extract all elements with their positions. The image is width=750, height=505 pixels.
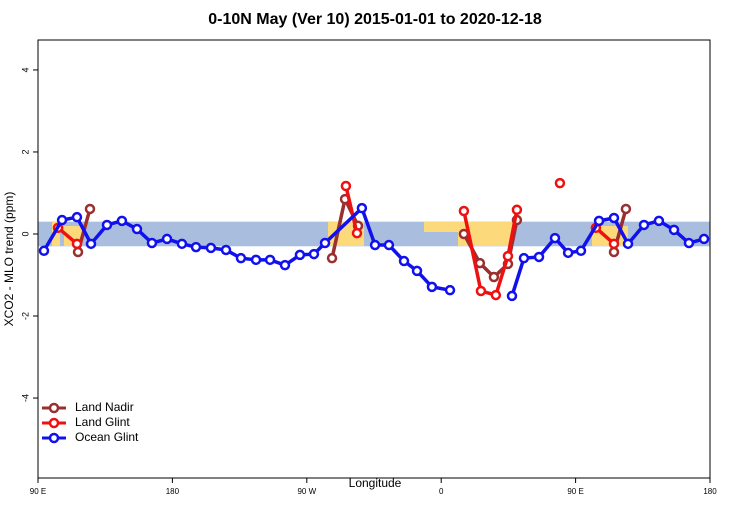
point [71, 211, 83, 223]
point [220, 244, 232, 256]
legend-label: Land Glint [75, 415, 130, 429]
point [84, 203, 96, 215]
x-tick-label: 90 E [30, 487, 46, 496]
point [235, 252, 247, 264]
point [340, 180, 352, 192]
y-tick-label: 0 [20, 231, 30, 236]
legend-marker [48, 417, 60, 429]
point [426, 281, 438, 293]
point [490, 289, 502, 301]
point [653, 215, 665, 227]
point [398, 255, 410, 267]
x-tick-label: 90 E [567, 487, 583, 496]
point [116, 215, 128, 227]
legend-marker [48, 432, 60, 444]
point [356, 202, 368, 214]
point [668, 224, 680, 236]
x-tick-label: 180 [703, 487, 717, 496]
point [608, 246, 620, 258]
point [131, 223, 143, 235]
y-axis-label: XCO2 - MLO trend (ppm) [2, 192, 16, 327]
chart-title: 0-10N May (Ver 10) 2015-01-01 to 2020-12… [208, 11, 542, 28]
point [575, 245, 587, 257]
series-line [42, 205, 705, 297]
point [250, 254, 262, 266]
point [638, 219, 650, 231]
point [146, 237, 158, 249]
point [294, 249, 306, 261]
x-tick-label: 180 [166, 487, 180, 496]
point [698, 233, 710, 245]
point [351, 227, 363, 239]
point [622, 238, 634, 250]
land-patch [52, 222, 60, 246]
x-axis-label: Longitude [349, 476, 402, 490]
point [161, 233, 173, 245]
x-tick-label: 90 W [297, 487, 316, 496]
point [411, 265, 423, 277]
point [326, 252, 338, 264]
plot-frame [37, 39, 711, 479]
point [511, 204, 523, 216]
point [101, 219, 113, 231]
point [85, 238, 97, 250]
legend-marker [48, 402, 60, 414]
point [56, 214, 68, 226]
point [38, 245, 50, 257]
point [683, 237, 695, 249]
point [190, 241, 202, 253]
point [264, 254, 276, 266]
point [72, 246, 84, 258]
point [533, 251, 545, 263]
point [562, 247, 574, 259]
point [554, 177, 566, 189]
series-line [56, 185, 616, 298]
y-tick-label: -4 [20, 394, 30, 402]
point [488, 271, 500, 283]
point [620, 203, 632, 215]
point [176, 238, 188, 250]
point [518, 252, 530, 264]
point [502, 250, 514, 262]
point [608, 212, 620, 224]
point [205, 242, 217, 254]
point [71, 238, 83, 250]
point [593, 215, 605, 227]
legend-label: Ocean Glint [75, 430, 139, 444]
point [506, 290, 518, 302]
point [383, 239, 395, 251]
y-tick-label: -2 [20, 312, 30, 320]
point [308, 248, 320, 260]
point [549, 232, 561, 244]
legend-label: Land Nadir [75, 400, 134, 414]
point [458, 205, 470, 217]
point [319, 237, 331, 249]
y-tick-label: 4 [20, 67, 30, 72]
point [369, 239, 381, 251]
point [608, 238, 620, 250]
point [475, 285, 487, 297]
y-tick-label: 2 [20, 149, 30, 154]
point [444, 284, 456, 296]
x-tick-label: 0 [439, 487, 444, 496]
point [279, 259, 291, 271]
